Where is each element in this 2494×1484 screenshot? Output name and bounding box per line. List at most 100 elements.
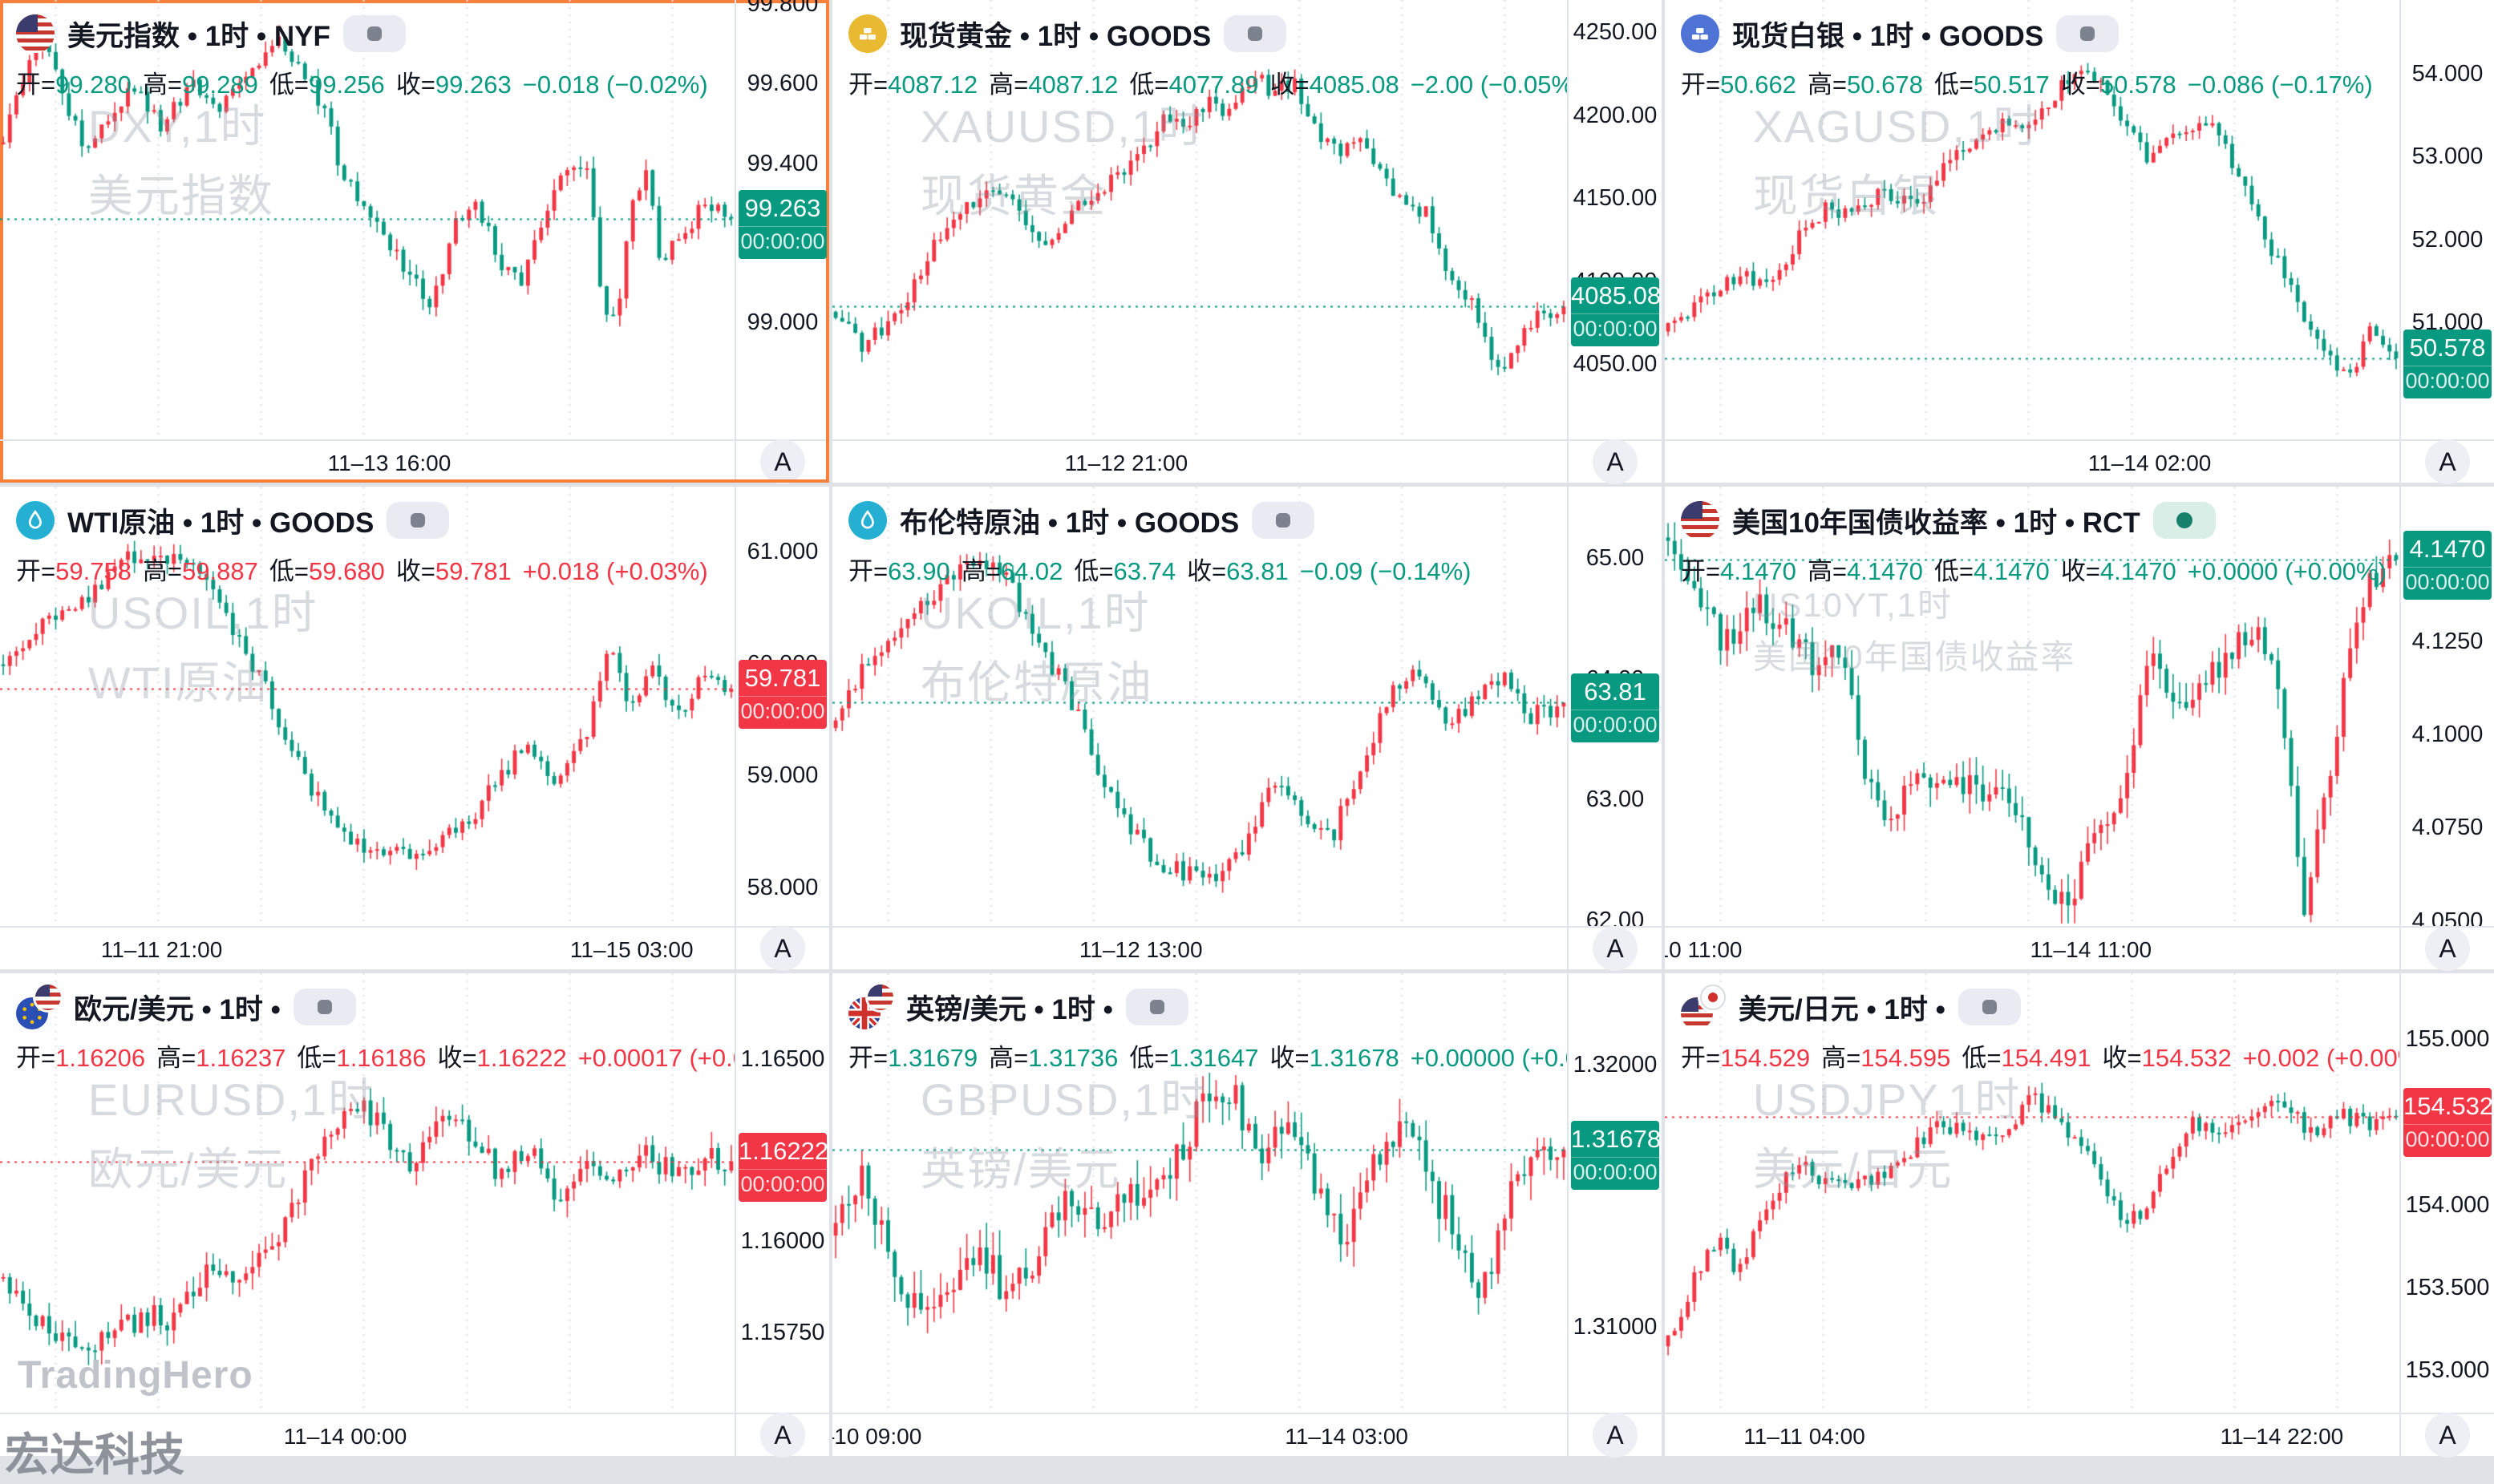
time-axis[interactable]: 1–10 09:00 11–14 03:00 bbox=[832, 1413, 1567, 1456]
price-axis[interactable]: 154.532 00:00:00 155.000 154.000 153.500 15… bbox=[2399, 973, 2494, 1413]
auto-scale-button[interactable]: A bbox=[760, 1413, 805, 1458]
candlestick-canvas[interactable] bbox=[0, 0, 735, 439]
time-axis[interactable]: 11–14 02:00 bbox=[1665, 439, 2399, 483]
ohlc-readout: 开=59.758 高=59.887 低=59.680 收=59.781 +0.018 (… bbox=[16, 551, 708, 587]
badge-dot-icon bbox=[2080, 26, 2095, 41]
ohlc-key: 高= bbox=[989, 71, 1029, 99]
auto-scale-button[interactable]: A bbox=[760, 439, 805, 484]
time-axis[interactable]: 11–13 16:00 bbox=[0, 439, 735, 483]
chart-panel[interactable]: UKOIL,1时 布伦特原油 布伦特原油 • 1时 • GOODS 开=63.9… bbox=[832, 487, 1662, 971]
ohlc-value: 99.263 bbox=[435, 71, 512, 99]
chart-plot-area[interactable]: GBPUSD,1时 英镑/美元 英镑/美元 • 1时 • 开=1.31679 高=… bbox=[832, 973, 1567, 1413]
ohlc-value: 1.16237 bbox=[196, 1044, 286, 1072]
price-axis[interactable]: 1.16222 00:00:00 1.16500 1.16000 1.15750 bbox=[735, 973, 829, 1413]
time-axis[interactable]: 11–12 21:00 bbox=[832, 439, 1567, 483]
axis-corner: A bbox=[735, 1413, 829, 1458]
price-axis[interactable]: 99.263 00:00:00 99.800 99.600 99.400 99.000 bbox=[735, 0, 829, 439]
eurusd-pair-icon bbox=[16, 985, 61, 1029]
panel-header: WTI原油 • 1时 • GOODS 开=59.758 高=59.887 低=59.… bbox=[16, 498, 708, 587]
time-axis[interactable]: 11–11 04:00 11–14 22:00 bbox=[1665, 1413, 2399, 1456]
panel-menu-badge[interactable] bbox=[1125, 989, 1188, 1025]
chart-panel[interactable]: USOIL,1时 WTI原油 WTI原油 • 1时 • GOODS 开=59.7… bbox=[0, 487, 829, 971]
price-axis[interactable]: 4.1470 00:00:00 4.1250 4.1000 4.0750 4.0500 bbox=[2399, 487, 2494, 926]
oil-drop-icon bbox=[848, 501, 887, 540]
auto-scale-button[interactable]: A bbox=[2425, 926, 2470, 971]
chart-plot-area[interactable]: XAGUSD,1时 现货白银 现货白银 • 1时 • GOODS 开=50.66… bbox=[1665, 0, 2399, 439]
candlestick-canvas[interactable] bbox=[0, 487, 735, 926]
chart-plot-area[interactable]: USOIL,1时 WTI原油 WTI原油 • 1时 • GOODS 开=59.7… bbox=[0, 487, 735, 926]
panel-menu-badge[interactable] bbox=[387, 502, 450, 539]
panel-menu-badge[interactable] bbox=[1958, 989, 2021, 1025]
ohlc-value: 154.529 bbox=[1720, 1044, 1811, 1072]
time-axis[interactable]: 11–12 13:00 bbox=[832, 926, 1567, 969]
auto-scale-button[interactable]: A bbox=[1593, 1413, 1638, 1458]
chart-panel[interactable]: XAUUSD,1时 现货黄金 现货黄金 • 1时 • GOODS 开=4087.… bbox=[832, 0, 1662, 484]
chart-plot-area[interactable]: UKOIL,1时 布伦特原油 布伦特原油 • 1时 • GOODS 开=63.9… bbox=[832, 487, 1567, 926]
chart-panel[interactable]: XAGUSD,1时 现货白银 现货白银 • 1时 • GOODS 开=50.66… bbox=[1665, 0, 2494, 484]
candlestick-canvas[interactable] bbox=[1665, 973, 2399, 1413]
ohlc-key: 高= bbox=[1807, 71, 1848, 99]
chart-panel[interactable]: US10YT,1时 美国10年国债收益率 美国10年国债收益率 • 1时 • R… bbox=[1665, 487, 2494, 971]
ohlc-value: 1.31736 bbox=[1028, 1044, 1119, 1072]
time-axis[interactable]: 11–11 21:00 11–15 03:00 bbox=[0, 926, 735, 969]
chart-panel[interactable]: USDJPY,1时 美元/日元 美元/日元 • 1时 • 开=154.529 高=… bbox=[1665, 973, 2494, 1458]
auto-scale-button[interactable]: A bbox=[760, 926, 805, 971]
auto-scale-button[interactable]: A bbox=[2425, 1413, 2470, 1458]
candlestick-canvas[interactable] bbox=[1665, 487, 2399, 926]
usdjpy-pair-icon bbox=[1681, 985, 1726, 1029]
ohlc-key: 收= bbox=[395, 71, 435, 99]
chart-panel[interactable]: DXY,1时 美元指数 美元指数 • 1时 • NYF 开=99.280 高=99… bbox=[0, 0, 829, 484]
price-axis[interactable]: 4085.08 00:00:00 4250.004200.004150.0041… bbox=[1567, 0, 1662, 439]
time-axis[interactable]: 1–10 11:00 11–14 11:00 bbox=[1665, 926, 2399, 969]
price-tick: 99.400 bbox=[747, 150, 819, 176]
last-price-label: 4.1470 00:00:00 bbox=[2403, 531, 2492, 600]
chart-plot-area[interactable]: USDJPY,1时 美元/日元 美元/日元 • 1时 • 开=154.529 高=… bbox=[1665, 973, 2399, 1413]
price-tick: 99.600 bbox=[747, 71, 819, 97]
badge-dot-icon bbox=[411, 513, 426, 528]
panel-menu-badge[interactable] bbox=[1224, 15, 1287, 52]
panel-menu-badge[interactable] bbox=[342, 15, 406, 52]
candlestick-canvas[interactable] bbox=[832, 973, 1567, 1413]
chart-plot-area[interactable]: US10YT,1时 美国10年国债收益率 美国10年国债收益率 • 1时 • R… bbox=[1665, 487, 2399, 926]
panel-menu-badge[interactable] bbox=[2152, 502, 2216, 539]
candlestick-canvas[interactable] bbox=[832, 487, 1567, 926]
auto-scale-button[interactable]: A bbox=[1593, 439, 1638, 484]
chart-panel[interactable]: GBPUSD,1时 英镑/美元 英镑/美元 • 1时 • 开=1.31679 高=… bbox=[832, 973, 1662, 1458]
price-tick: 154.000 bbox=[2405, 1191, 2490, 1218]
axis-corner: A bbox=[735, 926, 829, 971]
time-axis[interactable]: 11–14 00:00 bbox=[0, 1413, 735, 1456]
us-flag-icon bbox=[868, 985, 893, 1010]
ohlc-value: 64.02 bbox=[1000, 557, 1063, 585]
price-tick: 99.800 bbox=[747, 0, 819, 17]
panel-header: 布伦特原油 • 1时 • GOODS 开=63.90 高=64.02 低=63.74… bbox=[848, 498, 1471, 587]
panel-menu-badge[interactable] bbox=[293, 989, 356, 1025]
panel-menu-badge[interactable] bbox=[1252, 502, 1315, 539]
candlestick-canvas[interactable] bbox=[832, 0, 1567, 439]
chart-plot-area[interactable]: XAUUSD,1时 现货黄金 现货黄金 • 1时 • GOODS 开=4087.… bbox=[832, 0, 1567, 439]
auto-scale-button[interactable]: A bbox=[1593, 926, 1638, 971]
symbol-title: 现货白银 • 1时 • GOODS bbox=[1732, 20, 2044, 52]
auto-scale-button[interactable]: A bbox=[2425, 439, 2470, 484]
ohlc-key: 开= bbox=[848, 1044, 889, 1072]
ohlc-value: 59.680 bbox=[308, 557, 385, 585]
symbol-title: 美元指数 • 1时 • NYF bbox=[67, 20, 330, 52]
candlestick-canvas[interactable] bbox=[1665, 0, 2399, 439]
chart-plot-area[interactable]: EURUSD,1时 欧元/美元 欧元/美元 • 1时 • 开=1.16206 高=… bbox=[0, 973, 735, 1413]
ohlc-key: 开= bbox=[848, 71, 889, 99]
price-axis[interactable]: 1.31678 00:00:00 1.32000 1.31000 bbox=[1567, 973, 1662, 1413]
panel-header: 美国10年国债收益率 • 1时 • RCT 开=4.1470 高=4.1470 低=… bbox=[1681, 498, 2387, 587]
us-flag-icon bbox=[16, 14, 55, 53]
price-axis[interactable]: 50.578 00:00:00 54.000 53.000 52.000 51.000 bbox=[2399, 0, 2494, 439]
panel-header: 美元/日元 • 1时 • 开=154.529 高=154.595 低=154.491… bbox=[1681, 985, 2399, 1074]
chart-plot-area[interactable]: DXY,1时 美元指数 美元指数 • 1时 • NYF 开=99.280 高=99… bbox=[0, 0, 735, 439]
ohlc-value: 63.74 bbox=[1113, 557, 1176, 585]
panel-menu-badge[interactable] bbox=[2056, 15, 2119, 52]
badge-dot-icon bbox=[317, 1000, 332, 1014]
ohlc-key: 收= bbox=[1269, 71, 1310, 99]
price-tick: 4150.00 bbox=[1573, 185, 1658, 212]
candlestick-canvas[interactable] bbox=[0, 973, 735, 1413]
ohlc-readout: 开=1.16206 高=1.16237 低=1.16186 收=1.16222 +0.0… bbox=[16, 1037, 735, 1074]
us-flag-icon bbox=[1681, 501, 1719, 540]
